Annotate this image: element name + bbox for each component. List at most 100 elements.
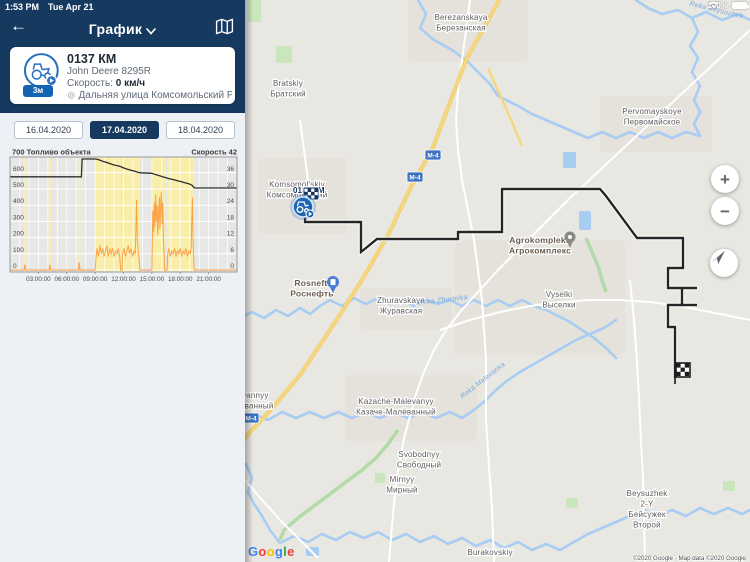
svg-text:Агрокомплекс: Агрокомплекс (509, 246, 571, 256)
highway-badge: M-4 (245, 412, 260, 424)
vehicle-model: John Deere 8295R (67, 66, 151, 77)
svg-text:6: 6 (230, 247, 234, 254)
map-canvas[interactable]: Berezanskaya Березанская Bratskiy Братский P… (245, 0, 750, 562)
svg-text:ivannyy: ivannyy (245, 391, 269, 400)
zoom-in-button[interactable]: + (711, 165, 739, 193)
svg-text:Роснефть: Роснефть (290, 289, 333, 299)
battery-icon (732, 2, 749, 9)
map-attribution: ©2020 Google - Map data ©2020 Google (633, 555, 747, 562)
svg-text:09:00:00: 09:00:00 (83, 276, 108, 283)
vehicle-name: 0137 КМ (67, 52, 117, 66)
svg-text:Второй: Второй (633, 521, 661, 530)
svg-text:Братский: Братский (270, 90, 306, 99)
svg-text:Agrokompleks: Agrokompleks (509, 235, 571, 245)
zoom-out-button[interactable]: − (711, 197, 739, 225)
svg-text:Мирный: Мирный (386, 486, 417, 495)
series-speed (10, 191, 237, 271)
back-button[interactable]: ← (10, 16, 27, 35)
map-place-label: ivannyy еванный (245, 390, 275, 412)
svg-text:Журавская: Журавская (380, 307, 423, 316)
fuel-speed-chart[interactable]: 700 Топливо объекта Скорость 426005004003… (0, 146, 245, 296)
send-arrow-icon (711, 250, 725, 264)
header: ← График (0, 14, 245, 44)
svg-text:18:00:00: 18:00:00 (168, 276, 193, 283)
svg-text:еванный: еванный (245, 402, 274, 411)
map-place-label: Zhuravskaya Журавская (376, 295, 427, 317)
svg-text:300: 300 (13, 214, 24, 221)
svg-text:100: 100 (13, 247, 24, 254)
map-place-label: Mirnyy Мирный (385, 474, 419, 496)
svg-text:0: 0 (13, 263, 17, 270)
wifi-icon (708, 1, 719, 9)
finish-flag-marker (674, 362, 691, 384)
map-place-label: Pervomayskoye Первомайское (621, 106, 683, 128)
page-title-dropdown[interactable]: График (0, 21, 245, 37)
clock: 1:53 PM (5, 2, 40, 12)
svg-text:2-Y: 2-Y (640, 500, 654, 509)
fuel-station-pin-icon (327, 276, 339, 293)
map-place-label: Vyselki Выселки (541, 289, 577, 311)
svg-text:Pervomayskoye: Pervomayskoye (622, 107, 682, 116)
map-place-label: Komsomol'skiy Комсомольский (265, 179, 328, 201)
battery-percent: 100% (707, 1, 728, 10)
route-track (303, 187, 697, 378)
map-place-label: Svobodnyy Свободный (396, 449, 443, 471)
svg-text:Первомайское: Первомайское (624, 118, 681, 127)
svg-text:03:00:00: 03:00:00 (26, 276, 51, 283)
map-place-label: Bratskiy Братский (269, 78, 307, 100)
chevron-down-icon (146, 28, 157, 35)
date-tab-18.04.2020[interactable]: 18.04.2020 (166, 121, 235, 139)
map-place-label: Rosneft'Роснефть (289, 277, 335, 300)
my-location-button[interactable] (710, 249, 738, 277)
svg-text:Комсомольский: Комсомольский (267, 191, 328, 200)
location-pin-icon: ◎ (67, 90, 76, 101)
page-title: График (88, 21, 143, 37)
svg-text:21:00:00: 21:00:00 (196, 276, 221, 283)
map-area[interactable]: Berezanskaya Березанская Bratskiy Братский P… (245, 0, 750, 562)
svg-text:M-4: M-4 (427, 153, 439, 160)
date: Tue Apr 21 (48, 2, 94, 12)
svg-text:12: 12 (227, 231, 235, 238)
svg-text:Komsomol'skiy: Komsomol'skiy (269, 180, 325, 189)
vehicle-card-text: 0137 КМ John Deere 8295R Скорость: 0 км/… (67, 52, 232, 102)
svg-text:Berezanskaya: Berezanskaya (434, 13, 487, 22)
svg-text:Свободный: Свободный (397, 461, 441, 470)
date-tab-17.04.2020[interactable]: 17.04.2020 (90, 121, 159, 139)
svg-text:M-4: M-4 (409, 175, 421, 182)
svg-text:24: 24 (227, 198, 235, 205)
map-place-label: Kazache-Malevanyy Казаче-Малёванный (355, 396, 437, 418)
svg-text:30: 30 (227, 182, 235, 189)
vehicle-address: ◎ Дальняя улица Комсомольский Россия (67, 90, 232, 101)
map-place-label: Berezanskaya Березанская (433, 12, 489, 34)
svg-text:Burakovskiy: Burakovskiy (467, 548, 512, 557)
svg-text:Beysuzhek: Beysuzhek (627, 489, 669, 498)
folded-map-icon (215, 18, 234, 35)
highway-badge: M-4 (424, 149, 442, 161)
svg-text:06:00:00: 06:00:00 (54, 276, 79, 283)
distance-badge: 3м (23, 85, 53, 97)
svg-text:12:00:00: 12:00:00 (111, 276, 136, 283)
date-tab-16.04.2020[interactable]: 16.04.2020 (14, 121, 83, 139)
svg-text:M-4: M-4 (245, 416, 257, 423)
system-status-icons: 100% (707, 1, 749, 10)
svg-text:Казаче-Малёванный: Казаче-Малёванный (356, 408, 436, 417)
svg-text:Vyselki: Vyselki (546, 290, 572, 299)
svg-text:15:00:00: 15:00:00 (140, 276, 165, 283)
svg-text:600: 600 (13, 166, 24, 173)
highway-badge: M-4 (406, 171, 424, 183)
vehicle-card[interactable]: 3м 0137 КМ John Deere 8295R Скорость: 0 … (10, 47, 235, 104)
chart-title-left: 700 Топливо объекта (12, 148, 92, 157)
map-place-label: Burakovskiy (466, 547, 514, 558)
poi-pin-icon (245, 231, 576, 248)
svg-text:Березанская: Березанская (436, 24, 486, 33)
series-fuel (10, 158, 237, 189)
svg-text:Zhuravskaya: Zhuravskaya (377, 296, 425, 305)
vehicle-marker[interactable] (290, 194, 316, 220)
map-view-button[interactable] (215, 18, 234, 40)
left-panel: 1:53 PM Tue Apr 21 ← График (0, 0, 245, 562)
svg-text:Bratskiy: Bratskiy (273, 79, 303, 88)
google-logo[interactable]: Google (248, 544, 295, 559)
svg-text:Kazache-Malevanyy: Kazache-Malevanyy (358, 397, 433, 406)
